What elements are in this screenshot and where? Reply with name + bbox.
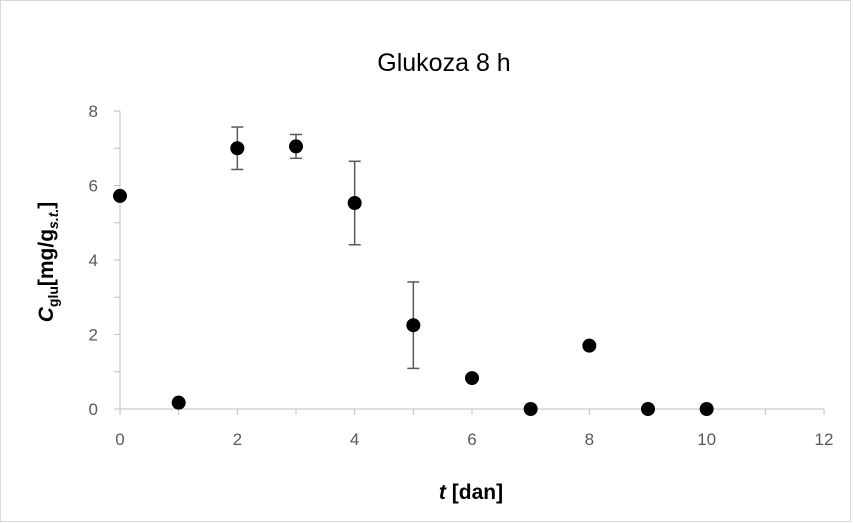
data-point [171,395,186,410]
x-tick-label: 2 [233,430,242,449]
y-axis-unit-close: ] [35,202,58,209]
x-tick-label: 0 [115,430,124,449]
y-axis-title: Cglu[mg/gs.t.] [35,202,61,323]
x-axis-unit: [dan] [446,481,503,504]
x-tick-label: 8 [585,430,594,449]
y-tick-label: 0 [89,400,98,419]
data-point [113,188,127,203]
y-tick-label: 4 [89,251,98,270]
data-point [523,402,538,416]
y-axis-unit-sub: s.t. [45,209,61,229]
svg-text:t [dan]: t [dan] [439,481,503,504]
error-bars [231,126,420,370]
x-tick-label: 10 [697,430,716,449]
x-axis-var: t [439,481,447,504]
y-tick-label: 8 [89,102,98,121]
data-point [465,371,479,386]
y-axis-unit: [mg/g [35,229,58,286]
data-point [582,338,597,353]
x-tick-label: 6 [467,430,476,449]
y-tick-label: 2 [89,326,98,345]
data-point [230,141,245,156]
y-axis-var: C [35,306,58,322]
data-markers [113,139,714,416]
x-tick-label: 4 [350,430,359,449]
y-axis-var-sub: glu [45,286,61,307]
data-point [641,402,655,416]
svg-text:Cglu[mg/gs.t.]: Cglu[mg/gs.t.] [35,202,61,323]
y-tick-label: 6 [89,177,98,196]
data-point [699,402,714,416]
x-tick-label: 12 [815,430,834,449]
data-point [406,318,421,333]
x-axis-title: t [dan] [439,481,503,504]
data-point [289,139,303,154]
chart-title: Glukoza 8 h [377,49,510,77]
axes: 0 2 4 6 8 10 12 0 2 4 6 8 [89,102,834,449]
data-point [347,196,362,211]
